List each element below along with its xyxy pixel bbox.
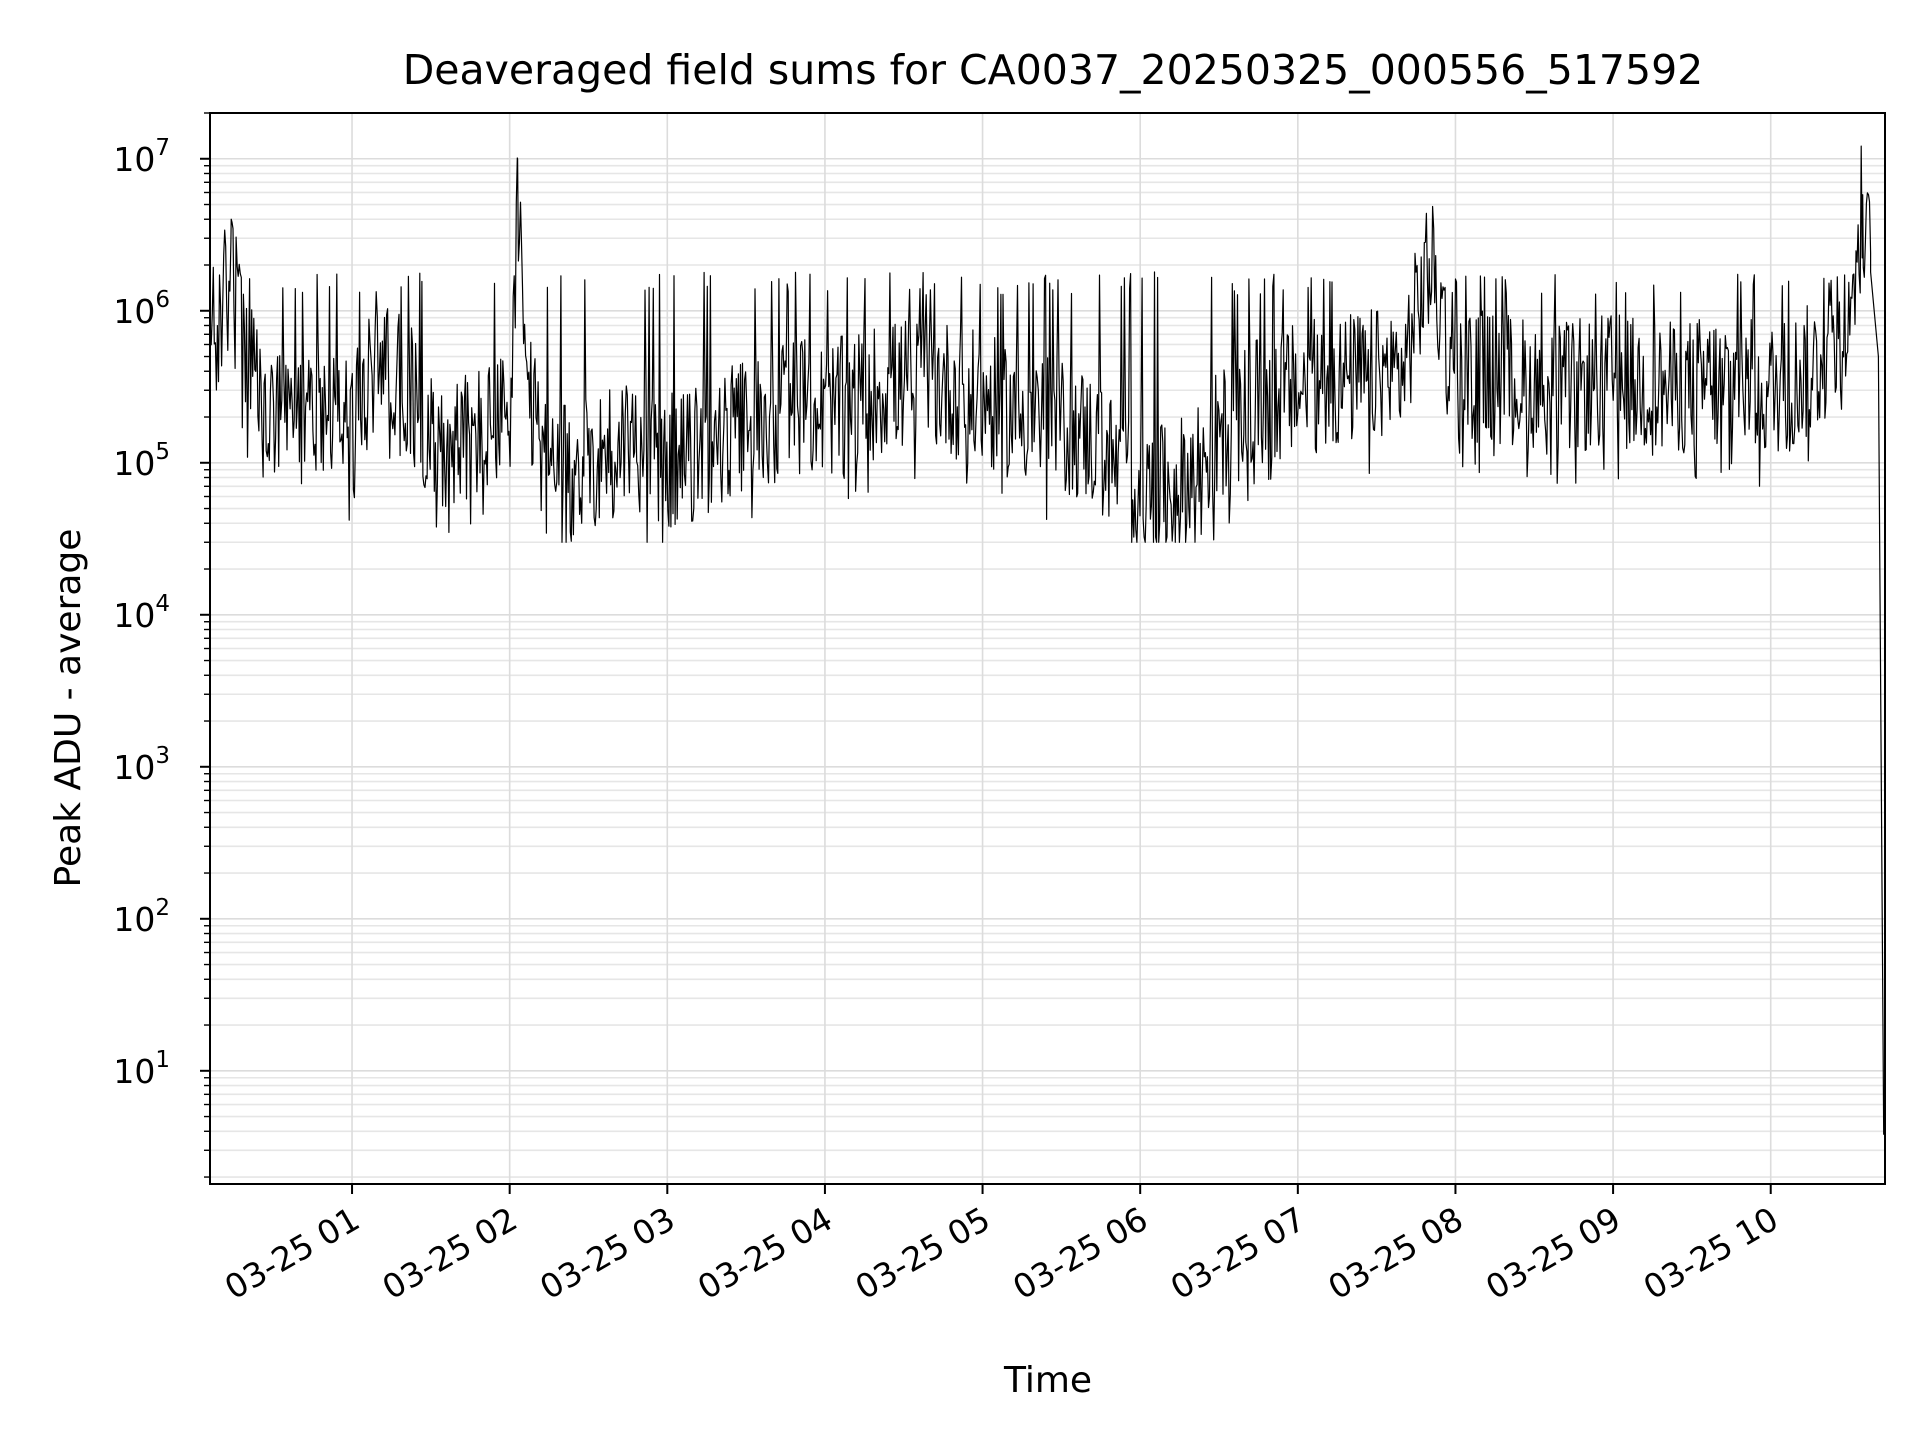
grid bbox=[210, 112, 1885, 1184]
y-tick-exponent: 6 bbox=[155, 287, 170, 313]
axis-ticks bbox=[200, 112, 1772, 1194]
x-tick-label: 03-25 06 bbox=[1006, 1199, 1154, 1307]
y-tick-exponent: 1 bbox=[155, 1047, 170, 1073]
y-tick-labels: 101 102 103 104 105 106 107 bbox=[113, 135, 170, 1091]
x-tick-label: 03-25 09 bbox=[1479, 1199, 1627, 1307]
y-tick-exponent: 3 bbox=[155, 743, 170, 769]
y-tick-exponent: 4 bbox=[155, 591, 170, 617]
x-tick-label: 03-25 03 bbox=[533, 1199, 681, 1307]
y-tick-label: 102 bbox=[113, 895, 170, 939]
y-tick-label: 103 bbox=[113, 743, 170, 787]
chart-title: Deaveraged field sums for CA0037_2025032… bbox=[403, 46, 1704, 94]
y-tick-label: 105 bbox=[113, 439, 170, 483]
y-tick-label: 107 bbox=[113, 135, 170, 179]
series-line bbox=[209, 145, 1885, 1135]
plot-frame bbox=[209, 112, 1886, 1185]
x-tick-label: 03-25 02 bbox=[376, 1199, 524, 1307]
y-tick-exponent: 7 bbox=[155, 135, 170, 161]
x-tick-label: 03-25 04 bbox=[691, 1199, 839, 1307]
x-tick-label: 03-25 01 bbox=[218, 1199, 366, 1307]
x-tick-label: 03-25 10 bbox=[1637, 1199, 1785, 1307]
x-tick-label: 03-25 07 bbox=[1164, 1199, 1312, 1307]
y-tick-label: 106 bbox=[113, 287, 170, 331]
x-axis-label: Time bbox=[1003, 1360, 1092, 1401]
y-tick-label: 104 bbox=[113, 591, 170, 635]
y-axis-label: Peak ADU - average bbox=[48, 529, 89, 888]
y-tick-label: 101 bbox=[113, 1047, 170, 1091]
x-tick-labels: 03-25 01 03-25 02 03-25 03 03-25 04 03-25 05… bbox=[218, 1199, 1785, 1307]
x-tick-label: 03-25 05 bbox=[849, 1199, 997, 1307]
y-tick-exponent: 2 bbox=[155, 895, 170, 921]
series-layer bbox=[209, 145, 1885, 1135]
y-tick-exponent: 5 bbox=[155, 439, 170, 465]
x-tick-label: 03-25 08 bbox=[1321, 1199, 1469, 1307]
